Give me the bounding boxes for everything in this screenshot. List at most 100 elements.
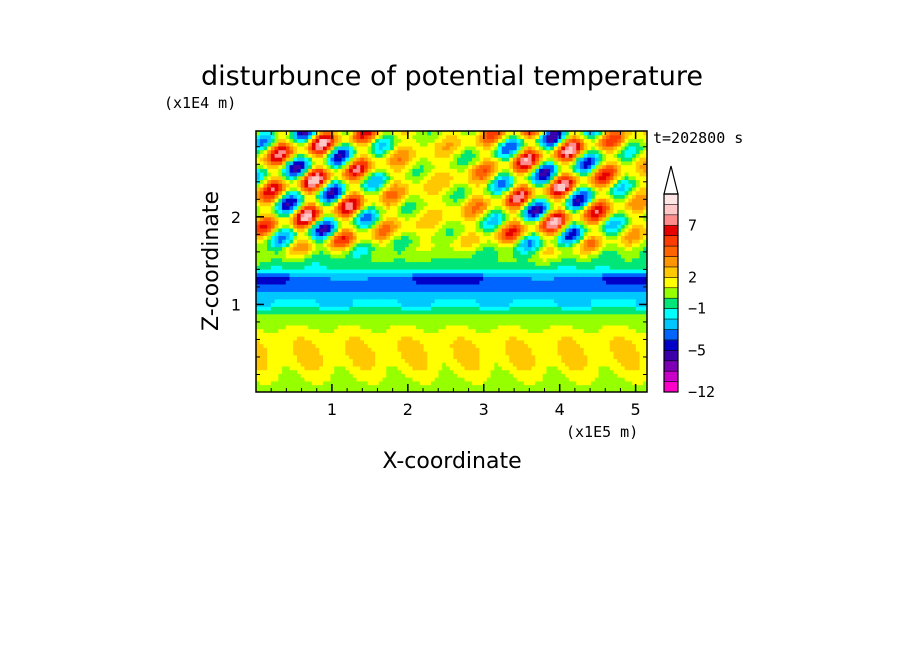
heatmap-cell — [352, 201, 358, 207]
heatmap-cell — [408, 388, 413, 392]
heatmap-cell — [293, 190, 298, 195]
heatmap-cell — [431, 261, 436, 266]
heatmap-cell — [453, 362, 458, 367]
heatmap-cell — [308, 213, 313, 218]
heatmap-cell — [460, 254, 466, 259]
heatmap-cell — [423, 205, 428, 210]
heatmap-cell — [475, 142, 481, 147]
heatmap-cell — [404, 257, 410, 263]
heatmap-cell — [460, 380, 466, 386]
heatmap-cell — [445, 287, 451, 292]
heatmap-cell — [453, 350, 458, 356]
heatmap-cell — [401, 160, 406, 166]
heatmap-cell — [498, 257, 503, 263]
heatmap-cell — [363, 358, 369, 363]
heatmap-cell — [311, 175, 317, 181]
heatmap-cell — [363, 209, 369, 214]
heatmap-cell — [293, 216, 298, 222]
heatmap-cell — [282, 321, 287, 326]
heatmap-cell — [341, 358, 346, 363]
heatmap-cell — [412, 205, 417, 210]
heatmap-cell — [468, 179, 473, 184]
heatmap-cell — [464, 224, 469, 229]
heatmap-cell — [468, 209, 473, 214]
heatmap-cell — [408, 287, 413, 292]
heatmap-cell — [256, 268, 261, 274]
heatmap-cell — [479, 280, 484, 285]
heatmap-cell — [308, 216, 313, 222]
heatmap-cell — [349, 242, 354, 248]
heatmap-cell — [315, 138, 320, 143]
heatmap-cell — [334, 131, 339, 136]
heatmap-cell — [494, 384, 499, 389]
heatmap-cell — [382, 183, 387, 188]
heatmap-cell — [386, 369, 391, 374]
heatmap-cell — [378, 306, 384, 311]
heatmap-cell — [449, 276, 454, 281]
heatmap-cell — [375, 160, 380, 166]
heatmap-cell — [416, 283, 421, 289]
heatmap-cell — [293, 239, 298, 244]
heatmap-cell — [416, 239, 421, 244]
heatmap-cell — [371, 175, 376, 181]
heatmap-cell — [512, 235, 518, 240]
heatmap-cell — [442, 276, 447, 281]
heatmap-cell — [319, 298, 324, 304]
heatmap-cell — [416, 160, 421, 166]
heatmap-cell — [371, 287, 376, 292]
heatmap-cell — [431, 194, 436, 199]
heatmap-cell — [427, 168, 432, 173]
heatmap-cell — [330, 339, 335, 345]
heatmap-cell — [363, 198, 369, 203]
heatmap-cell — [356, 324, 361, 330]
heatmap-cell — [300, 309, 306, 315]
heatmap-cell — [334, 239, 339, 244]
heatmap-cell — [471, 172, 477, 177]
heatmap-cell — [382, 365, 387, 371]
heatmap-cell — [419, 373, 425, 378]
heatmap-cell — [419, 365, 425, 371]
heatmap-cell — [501, 168, 507, 173]
heatmap-cell — [468, 280, 473, 285]
heatmap-cell — [512, 239, 518, 244]
heatmap-cell — [390, 317, 395, 322]
heatmap-cell — [378, 157, 384, 162]
heatmap-cell — [293, 291, 298, 296]
heatmap-cell — [453, 145, 458, 151]
heatmap-cell — [270, 268, 276, 274]
heatmap-cell — [434, 216, 440, 222]
heatmap-cell — [390, 138, 395, 143]
heatmap-cell — [490, 306, 495, 311]
heatmap-cell — [427, 250, 432, 255]
heatmap-cell — [401, 358, 406, 363]
heatmap-cell — [501, 265, 507, 270]
heatmap-cell — [378, 224, 384, 229]
heatmap-cell — [352, 362, 358, 367]
heatmap-cell — [427, 336, 432, 341]
heatmap-cell — [308, 131, 313, 136]
heatmap-cell — [308, 190, 313, 195]
heatmap-cell — [423, 198, 428, 203]
heatmap-cell — [363, 339, 369, 345]
heatmap-cell — [498, 201, 503, 207]
heatmap-cell — [300, 261, 306, 266]
heatmap-cell — [449, 213, 454, 218]
heatmap-cell — [349, 157, 354, 162]
heatmap-cell — [341, 145, 346, 151]
heatmap-cell — [323, 183, 328, 188]
heatmap-cell — [431, 388, 436, 392]
heatmap-cell — [464, 142, 469, 147]
heatmap-cell — [367, 369, 373, 374]
heatmap-cell — [471, 257, 477, 263]
heatmap-cell — [274, 183, 279, 188]
heatmap-cell — [464, 306, 469, 311]
heatmap-cell — [267, 287, 272, 292]
heatmap-cell — [397, 213, 402, 218]
heatmap-cell — [382, 362, 387, 367]
heatmap-cell — [501, 213, 507, 218]
heatmap-cell — [270, 309, 276, 315]
heatmap-cell — [393, 283, 399, 289]
heatmap-cell — [300, 205, 306, 210]
heatmap-cell — [397, 373, 402, 378]
heatmap-cell — [431, 254, 436, 259]
